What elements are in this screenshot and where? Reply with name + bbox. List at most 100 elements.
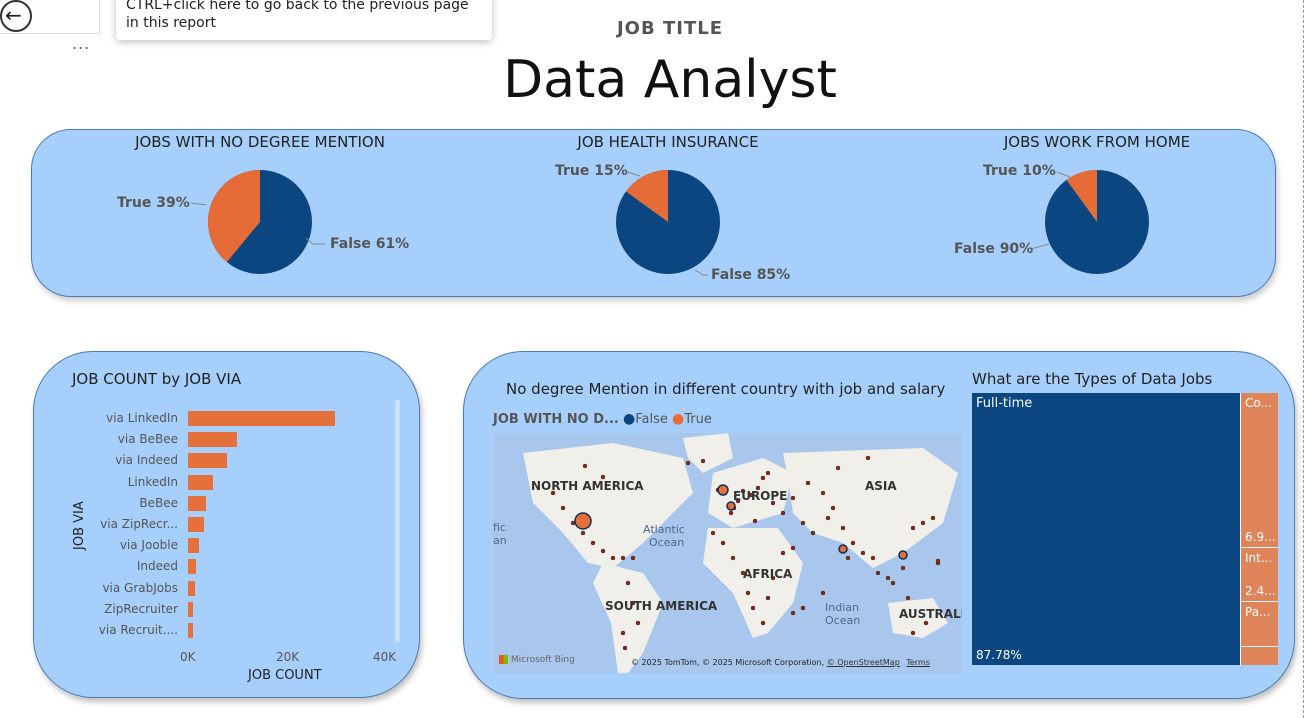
bar[interactable]: [188, 538, 200, 554]
bar[interactable]: [188, 411, 335, 426]
map-data-bubble[interactable]: [838, 544, 848, 554]
map-data-point[interactable]: [810, 530, 816, 536]
map-data-point[interactable]: [635, 620, 641, 626]
map-data-point[interactable]: [760, 475, 766, 481]
bar[interactable]: [188, 601, 194, 617]
map-data-point[interactable]: [728, 510, 734, 516]
map-data-bubble[interactable]: [726, 501, 736, 511]
map-data-point[interactable]: [685, 460, 691, 466]
map-data-point[interactable]: [820, 590, 826, 596]
map-data-point[interactable]: [720, 540, 726, 546]
map-data-point[interactable]: [600, 548, 606, 554]
map-data-point[interactable]: [840, 525, 846, 531]
map-data-point[interactable]: [755, 485, 761, 491]
bar[interactable]: [188, 559, 196, 575]
map-data-point[interactable]: [750, 605, 756, 611]
treemap-tile-other[interactable]: [1241, 647, 1278, 665]
map-data-point[interactable]: [790, 545, 796, 551]
map-data-point[interactable]: [770, 575, 776, 581]
map-data-point[interactable]: [850, 540, 856, 546]
map-data-point[interactable]: [630, 600, 636, 606]
map-data-point[interactable]: [930, 515, 936, 521]
bar[interactable]: [188, 474, 213, 490]
back-arrow-icon[interactable]: ←: [0, 0, 32, 32]
map-data-point[interactable]: [835, 465, 841, 471]
map-data-point[interactable]: [900, 565, 906, 571]
map-data-point[interactable]: [630, 555, 636, 561]
map-data-bubble[interactable]: [717, 484, 729, 496]
map-data-point[interactable]: [780, 510, 786, 516]
map-data-point[interactable]: [710, 530, 716, 536]
map-data-point[interactable]: [770, 500, 776, 506]
map-data-point[interactable]: [620, 555, 626, 561]
bar[interactable]: [188, 432, 237, 448]
map-data-point[interactable]: [865, 455, 871, 461]
map-data-point[interactable]: [700, 458, 706, 464]
map-data-point[interactable]: [760, 620, 766, 626]
treemap-tile-contract[interactable]: Co... 6.9...: [1241, 393, 1278, 547]
map-data-point[interactable]: [875, 570, 881, 576]
map-data-point[interactable]: [910, 525, 916, 531]
map-data-point[interactable]: [560, 505, 566, 511]
map-data-point[interactable]: [830, 505, 836, 511]
map-data-point[interactable]: [800, 520, 806, 526]
map-data-point[interactable]: [805, 480, 811, 486]
map-data-point[interactable]: [780, 550, 786, 556]
map-data-point[interactable]: [582, 463, 588, 469]
map-data-point[interactable]: [845, 555, 851, 561]
bar[interactable]: [188, 580, 195, 596]
map-data-point[interactable]: [870, 555, 876, 561]
map-data-point[interactable]: [923, 620, 929, 626]
map-data-point[interactable]: [890, 580, 896, 586]
map-data-point[interactable]: [935, 558, 941, 564]
map-data-point[interactable]: [765, 470, 771, 476]
map-data-bubble[interactable]: [898, 550, 908, 560]
pie-no-degree[interactable]: [208, 170, 312, 274]
map-data-point[interactable]: [600, 474, 606, 480]
map-data-bubble[interactable]: [574, 512, 592, 530]
map-data-point[interactable]: [820, 490, 826, 496]
pie2-true-label: True 10%: [983, 163, 1056, 179]
map-data-point[interactable]: [550, 490, 556, 496]
map-data-point[interactable]: [730, 555, 736, 561]
map-data-point[interactable]: [860, 550, 866, 556]
map-data-point[interactable]: [905, 595, 911, 601]
map-data-point[interactable]: [580, 530, 586, 536]
map-data-point[interactable]: [885, 575, 891, 581]
map-data-point[interactable]: [790, 495, 796, 501]
bar[interactable]: [188, 623, 193, 638]
terms-link[interactable]: Terms: [906, 658, 930, 667]
map-data-point[interactable]: [740, 570, 746, 576]
map-data-point[interactable]: [620, 630, 626, 636]
map-data-point[interactable]: [748, 492, 754, 498]
map-data-point[interactable]: [825, 515, 831, 521]
map-data-point[interactable]: [740, 488, 746, 494]
map-data-point[interactable]: [790, 610, 796, 616]
map-data-point[interactable]: [735, 498, 741, 504]
osm-link[interactable]: © OpenStreetMap: [826, 658, 900, 667]
pie-slice-true[interactable]: [208, 170, 260, 263]
map-data-point[interactable]: [920, 520, 926, 526]
treemap-tile-internship[interactable]: Int... 2.4...: [1241, 548, 1278, 601]
pie-wfh[interactable]: [1045, 170, 1149, 274]
treemap-tile-part-time[interactable]: Pa...: [1241, 602, 1278, 646]
pie-slice-true[interactable]: [625, 170, 668, 222]
map-data-point[interactable]: [610, 555, 616, 561]
map-data-point[interactable]: [622, 645, 628, 651]
more-options-button[interactable]: ...: [72, 34, 91, 53]
map-data-point[interactable]: [625, 580, 631, 586]
map-data-point[interactable]: [745, 590, 751, 596]
map-data-point[interactable]: [910, 630, 916, 636]
bar-scrollbar[interactable]: [395, 400, 400, 642]
pie-slice-true[interactable]: [1066, 170, 1097, 222]
bar[interactable]: [188, 495, 207, 511]
bar[interactable]: [188, 517, 205, 532]
pie-health-insurance[interactable]: [616, 170, 720, 274]
bar[interactable]: [188, 453, 228, 469]
world-map[interactable]: NORTH AMERICA EUROPE ASIA AFRICA SOUTH A…: [493, 433, 962, 673]
map-data-point[interactable]: [752, 518, 758, 524]
map-data-point[interactable]: [590, 540, 596, 546]
map-data-point[interactable]: [765, 595, 771, 601]
treemap-tile-full-time[interactable]: Full-time 87.78%: [972, 393, 1240, 665]
map-data-point[interactable]: [800, 605, 806, 611]
